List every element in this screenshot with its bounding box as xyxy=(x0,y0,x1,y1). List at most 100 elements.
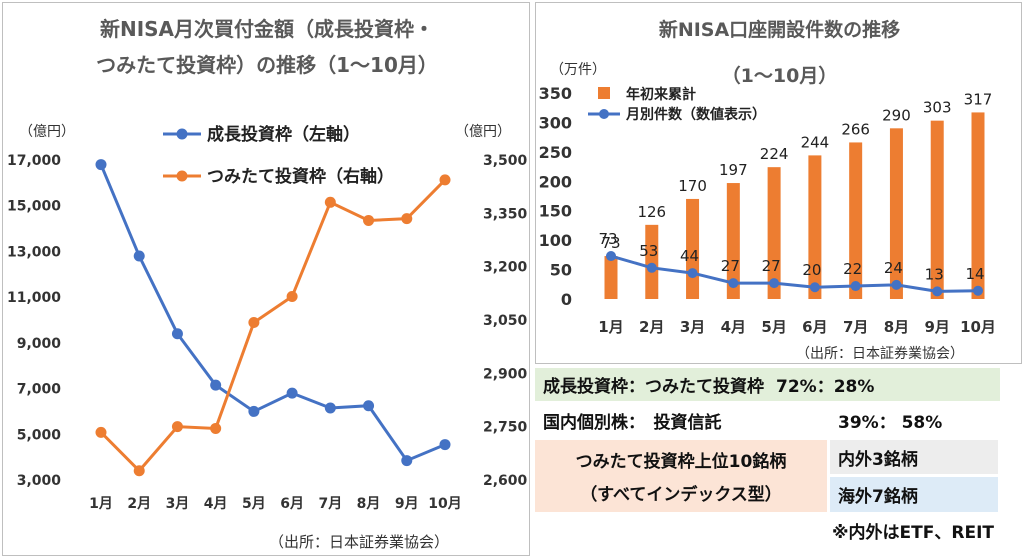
right-legend-line-label: 月別件数（数値表示） xyxy=(625,106,766,123)
right-legend-bar-label: 年初来累計 xyxy=(626,86,696,103)
left-y-tick-0: 3,000 xyxy=(17,473,62,489)
right-axis-unit: （億円） xyxy=(455,124,511,140)
monthly-point-4 xyxy=(769,278,780,289)
monthly-label-8: 13 xyxy=(925,265,944,283)
bar-8 xyxy=(930,120,944,299)
left-series-line-0 xyxy=(99,163,446,463)
right-y-tick-1: 2,750 xyxy=(483,420,528,436)
left-legend-marker-0 xyxy=(176,128,188,140)
right-y-tick-4: 3,200 xyxy=(483,260,528,276)
right-y-tick-0: 2,600 xyxy=(483,473,528,489)
monthly-point-0 xyxy=(606,251,616,262)
monthly-point-1 xyxy=(646,262,657,273)
top10-domestic-foreign: 内外3銘柄 xyxy=(830,440,998,474)
right-chart-plot: 0 50 100 150 200 250 300 350 1月 2月 3月 4月 5月 6月 7月 8月 9月 1… xyxy=(539,84,996,336)
bar-label-4: 224 xyxy=(760,145,789,163)
monthly-label-6: 22 xyxy=(843,260,862,278)
right-legend-bar-marker xyxy=(598,87,610,99)
monthly-point-6 xyxy=(850,281,861,292)
left-y-tick-6: 15,000 xyxy=(7,199,61,215)
bar-6 xyxy=(849,142,863,299)
left-chart-source: （出所：日本証券業協会） xyxy=(269,533,450,551)
left-series-0-point-5 xyxy=(286,387,298,399)
left-y-tick-3: 9,000 xyxy=(17,336,62,352)
left-y-tick-2: 7,000 xyxy=(17,382,62,398)
left-series-0-point-9 xyxy=(439,439,451,451)
bar-label-5: 244 xyxy=(801,133,830,151)
left-chart-panel: 新NISA月次買付金額（成長投資枠・ つみたて投資枠）の推移（1～10月） （億… xyxy=(2,2,530,556)
right-x-tick-3: 4月 xyxy=(721,318,746,336)
left-x-tick-4: 5月 xyxy=(242,496,266,512)
monthly-label-7: 24 xyxy=(884,259,903,277)
left-y-tick-5: 13,000 xyxy=(7,244,61,260)
right-x-tick-2: 3月 xyxy=(680,318,705,336)
left-x-tick-8: 9月 xyxy=(395,496,419,512)
right-y-tick-2: 100 xyxy=(539,231,572,250)
domestic-stock-fund-label: 国内個別株： 投資信託 xyxy=(535,404,827,437)
bar-5 xyxy=(808,155,822,299)
bar-4 xyxy=(767,167,781,299)
left-series-1-point-5 xyxy=(286,291,298,303)
left-x-tick-3: 4月 xyxy=(204,496,228,512)
right-x-tick-6: 7月 xyxy=(843,318,868,336)
left-axis-unit: （億円） xyxy=(19,124,75,140)
right-y-tick-4: 200 xyxy=(539,172,572,191)
monthly-point-9 xyxy=(973,285,983,296)
left-series-0-point-7 xyxy=(363,400,375,412)
bar-label-7: 290 xyxy=(882,106,911,124)
bar-7 xyxy=(889,128,903,299)
monthly-label-9: 14 xyxy=(965,265,984,283)
monthly-label-4: 27 xyxy=(762,257,781,275)
domestic-stock-fund-value: 39%： 58% xyxy=(830,404,998,437)
left-y-tick-4: 11,000 xyxy=(7,290,61,306)
right-x-tick-5: 6月 xyxy=(802,318,827,336)
right-x-tick-7: 8月 xyxy=(884,318,909,336)
table-row-ratio: 成長投資枠：つみたて投資枠 72%：28% xyxy=(535,368,1000,401)
right-x-tick-0: 1月 xyxy=(598,318,623,336)
ratio-value: 72%：28% xyxy=(776,377,875,397)
right-x-tick-4: 5月 xyxy=(761,318,786,336)
right-chart-title-line2: （1～10月） xyxy=(721,65,838,87)
right-legend-line-marker xyxy=(599,109,609,119)
monthly-point-2 xyxy=(687,268,698,279)
left-series-0-point-3 xyxy=(210,379,222,391)
left-x-tick-1: 2月 xyxy=(127,496,151,512)
monthly-line xyxy=(610,254,979,293)
monthly-label-0: 73 xyxy=(598,230,617,248)
bar-9 xyxy=(971,112,985,300)
bar-label-9: 317 xyxy=(964,90,993,108)
top10-label: つみたて投資枠上位10銘柄 （すべてインデックス型） xyxy=(535,440,827,512)
right-y-tick-1: 50 xyxy=(550,261,572,280)
right-y-tick-0: 0 xyxy=(561,290,572,309)
right-y-tick-6: 3,500 xyxy=(483,153,528,169)
right-y-tick-3: 150 xyxy=(539,202,572,221)
monthly-label-1: 53 xyxy=(639,242,658,260)
left-series-1-point-1 xyxy=(133,465,145,477)
right-y-tick-7: 350 xyxy=(539,84,572,103)
right-chart-panel: 新NISA口座開設件数の推移 （1～10月） （万件） 0 50 100 150 200… xyxy=(535,2,1022,364)
top10-label-line2: （すべてインデックス型） xyxy=(580,485,782,505)
left-series-1-point-3 xyxy=(210,422,222,434)
right-y-tick-5: 3,350 xyxy=(483,206,528,222)
bar-label-8: 303 xyxy=(923,99,952,117)
bar-label-2: 170 xyxy=(678,177,707,195)
left-series-0-point-0 xyxy=(95,159,107,171)
bar-label-6: 266 xyxy=(841,120,870,138)
bar-3 xyxy=(726,183,740,299)
left-series-0-point-8 xyxy=(401,455,413,467)
left-x-tick-2: 3月 xyxy=(166,496,190,512)
monthly-point-7 xyxy=(891,279,902,290)
right-x-tick-1: 2月 xyxy=(639,318,664,336)
bar-1 xyxy=(645,224,659,299)
left-series-0-point-4 xyxy=(248,405,260,417)
left-series-0-point-2 xyxy=(171,328,183,340)
monthly-label-3: 27 xyxy=(721,257,740,275)
right-chart-unit: （万件） xyxy=(550,62,606,78)
right-y-tick-6: 300 xyxy=(539,113,572,132)
monthly-point-5 xyxy=(809,282,820,293)
left-x-tick-7: 8月 xyxy=(357,496,381,512)
monthly-point-8 xyxy=(932,286,943,297)
bar-label-1: 126 xyxy=(637,203,666,221)
left-series-1-point-6 xyxy=(324,196,336,208)
right-x-tick-8: 9月 xyxy=(925,318,950,336)
